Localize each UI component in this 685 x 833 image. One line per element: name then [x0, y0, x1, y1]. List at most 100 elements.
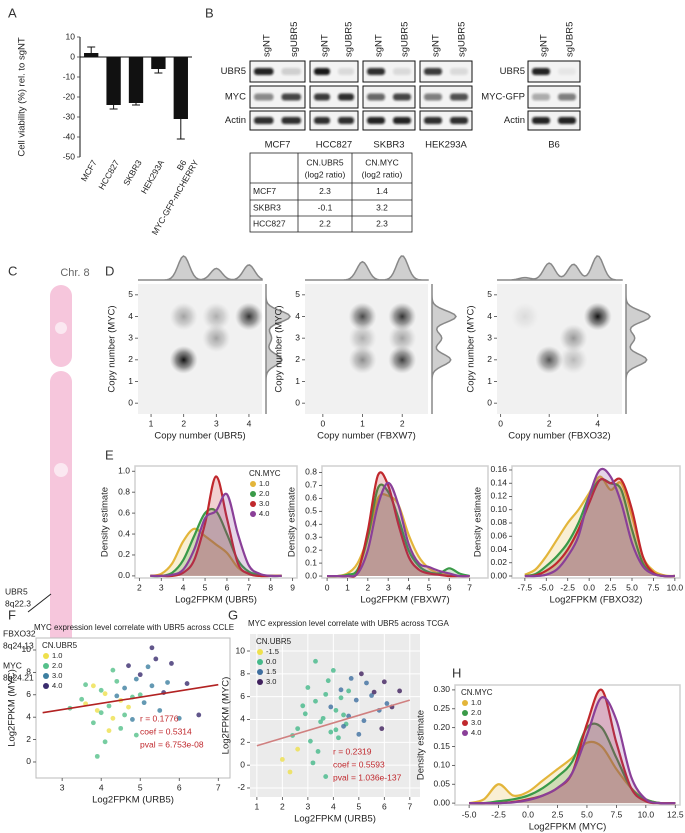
locus-gene: MYC — [3, 660, 22, 670]
table-header: (log2 ratio) — [305, 169, 346, 179]
x-tick-label: 7 — [246, 582, 251, 592]
point — [338, 687, 344, 693]
point — [336, 735, 341, 741]
blot-band — [558, 117, 576, 124]
x-tick-label: 1 — [149, 418, 154, 428]
density-line — [469, 696, 676, 805]
x-tick-label: 0.0 — [583, 582, 595, 592]
point — [361, 718, 367, 724]
marginal-density — [265, 284, 291, 414]
y-axis-label: Copy number (MYC) — [107, 305, 118, 392]
y-axis-label: Cell viability (%) rel. to sgNT — [17, 37, 28, 156]
x-tick-label: 1 — [360, 418, 365, 428]
lane-label: sgUBR5 — [457, 22, 468, 57]
point — [338, 695, 344, 701]
y-tick-label: 0.2 — [305, 544, 317, 554]
blot-row-label: MYC-GFP — [481, 92, 525, 103]
blot-row-label: UBR5 — [500, 66, 525, 77]
y-tick-label: 0.0 — [118, 570, 130, 580]
point — [325, 678, 331, 684]
point — [126, 704, 131, 710]
density-blob — [202, 324, 231, 353]
point — [341, 723, 346, 729]
category-label: B6 — [175, 158, 189, 172]
locus-line — [27, 593, 52, 613]
blot-band — [532, 93, 550, 101]
x-tick-label: 2.5 — [552, 809, 564, 819]
y-tick-label: 10 — [22, 644, 32, 654]
annotation: r = 0.2319 — [333, 746, 372, 756]
y-axis-label: Density estimate — [287, 487, 298, 557]
density-line — [469, 722, 676, 805]
category-label: MCF7 — [79, 158, 99, 183]
x-tick-label: 9 — [290, 582, 295, 592]
point — [315, 749, 321, 754]
point — [137, 692, 143, 698]
density-blob — [169, 345, 198, 374]
point — [313, 698, 318, 704]
point — [126, 663, 131, 669]
blot-row-label: Actin — [504, 115, 525, 126]
blot-panel — [309, 60, 359, 83]
y-tick-label: 0.00 — [433, 797, 450, 807]
y-tick-label: 0.16 — [490, 464, 507, 474]
locus-band: 8q24.21 — [3, 672, 34, 682]
blot-panel — [309, 110, 359, 131]
point — [318, 719, 323, 725]
bar — [106, 57, 121, 105]
table-cell: 2.2 — [319, 218, 331, 228]
legend-label: 1.5 — [266, 667, 276, 676]
point — [346, 688, 352, 694]
table-cell: HCC827 — [253, 218, 286, 228]
y-tick-label: -10 — [63, 71, 76, 81]
density-area — [150, 509, 282, 577]
blot-band — [314, 68, 330, 75]
y-tick-label: 0.30 — [433, 684, 450, 694]
blot-band — [254, 93, 274, 101]
legend-swatch — [250, 511, 256, 517]
y-tick-label: 0.2 — [118, 549, 130, 559]
y-tick-label: 0.4 — [118, 528, 130, 538]
y-tick-label: 5 — [487, 289, 492, 299]
legend-swatch — [250, 481, 256, 487]
blot-band — [367, 93, 385, 101]
legend-label: 3.0 — [52, 671, 62, 680]
point — [94, 753, 100, 759]
density-blob — [559, 345, 588, 374]
density-blob — [202, 302, 231, 331]
x-tick-label: 2 — [137, 582, 142, 592]
plot-background — [497, 284, 622, 414]
y-tick-label: -50 — [63, 151, 76, 161]
x-tick-label: 3 — [305, 801, 310, 811]
density-area — [150, 476, 282, 577]
blot-panel — [419, 85, 473, 109]
fit-line — [42, 683, 219, 714]
error-bar — [109, 105, 118, 110]
point — [323, 691, 329, 697]
locus-band: 8q22.3 — [5, 598, 31, 608]
y-tick-label: 0.6 — [305, 493, 317, 503]
x-tick-label: 0 — [320, 418, 325, 428]
chart-title: MYC expression level correlate with UBR5… — [248, 619, 449, 628]
x-axis-label: Copy number (FBXW7) — [317, 431, 416, 442]
point — [330, 668, 336, 673]
x-tick-label: 4 — [331, 801, 336, 811]
y-tick-label: 6 — [26, 689, 31, 699]
point — [90, 720, 96, 726]
y-tick-label: 2 — [26, 734, 31, 744]
density-blob — [535, 345, 564, 374]
annotation: coef = 0.5314 — [140, 726, 192, 736]
y-tick-label: 5 — [295, 289, 300, 299]
lane-label: sgUBR5 — [344, 22, 355, 57]
legend-title: CN.UBR5 — [42, 641, 78, 650]
x-tick-label: 4 — [406, 582, 411, 592]
y-tick-label: 0.06 — [490, 530, 507, 540]
point — [364, 680, 369, 686]
y-tick-label: 6 — [240, 691, 245, 701]
lane-label: sgUBR5 — [289, 22, 300, 57]
lane-label: sgNT — [320, 34, 331, 57]
point — [348, 676, 354, 681]
y-tick-label: 0 — [128, 397, 133, 407]
y-tick-label: 0.25 — [433, 703, 450, 713]
legend-label: 1.0 — [471, 698, 481, 707]
